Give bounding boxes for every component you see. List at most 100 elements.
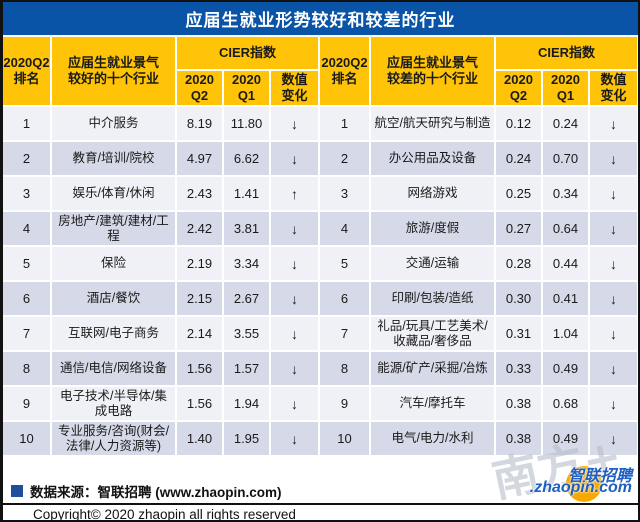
zhaopin-logo-name: 智联招聘: [567, 468, 632, 485]
change-cell: ↓: [590, 107, 637, 140]
header-q1-better: 2020 Q1: [224, 71, 269, 105]
rank-cell: 1: [320, 107, 369, 140]
rank-cell: 10: [3, 422, 50, 455]
q1-value-cell: 2.67: [224, 282, 269, 315]
q1-value-cell: 0.41: [543, 282, 588, 315]
q2-value-cell: 1.40: [177, 422, 222, 455]
footer-divider: [3, 503, 638, 505]
industry-cell: 办公用品及设备: [371, 142, 494, 175]
q2-value-cell: 0.31: [496, 317, 541, 350]
q2-value-cell: 0.28: [496, 247, 541, 280]
change-cell: ↓: [590, 142, 637, 175]
q2-value-cell: 0.38: [496, 387, 541, 420]
header-industry-better: 应届生就业景气 较好的十个行业: [52, 37, 175, 105]
change-cell: ↓: [590, 387, 637, 420]
change-cell: ↓: [271, 387, 318, 420]
data-table: 2020Q2 排名 应届生就业景气 较好的十个行业 CIER指数 2020 Q2…: [3, 37, 637, 455]
rank-cell: 5: [3, 247, 50, 280]
industry-cell: 房地产/建筑/建材/工程: [52, 212, 175, 245]
industry-cell: 汽车/摩托车: [371, 387, 494, 420]
data-source-line: 数据来源：智联招聘 (www.zhaopin.com): [11, 481, 638, 501]
q2-value-cell: 0.24: [496, 142, 541, 175]
q1-value-cell: 1.04: [543, 317, 588, 350]
q2-value-cell: 2.43: [177, 177, 222, 210]
q2-value-cell: 2.19: [177, 247, 222, 280]
change-cell: ↓: [271, 142, 318, 175]
q1-value-cell: 0.49: [543, 352, 588, 385]
rank-cell: 9: [3, 387, 50, 420]
q2-value-cell: 4.97: [177, 142, 222, 175]
header-rank-better: 2020Q2 排名: [3, 37, 50, 105]
change-cell: ↓: [271, 247, 318, 280]
q1-value-cell: 0.34: [543, 177, 588, 210]
zhaopin-sun-icon: [566, 466, 602, 502]
industry-cell: 娱乐/体育/休闲: [52, 177, 175, 210]
change-cell: ↓: [590, 422, 637, 455]
header-rank-worse: 2020Q2 排名: [320, 37, 369, 105]
q2-value-cell: 2.14: [177, 317, 222, 350]
rank-cell: 4: [320, 212, 369, 245]
q1-value-cell: 1.41: [224, 177, 269, 210]
rank-cell: 1: [3, 107, 50, 140]
rank-cell: 10: [320, 422, 369, 455]
header-q1-worse: 2020 Q1: [543, 71, 588, 105]
header-industry-worse: 应届生就业景气 较差的十个行业: [371, 37, 494, 105]
q2-value-cell: 0.27: [496, 212, 541, 245]
copyright-text: Copyright© 2020 zhaopin all rights reser…: [33, 507, 296, 522]
q2-value-cell: 2.42: [177, 212, 222, 245]
rank-cell: 6: [320, 282, 369, 315]
industry-cell: 交通/运输: [371, 247, 494, 280]
header-change-better: 数值 变化: [271, 71, 318, 105]
rank-cell: 6: [3, 282, 50, 315]
industry-cell: 专业服务/咨询(财会/法律/人力资源等): [52, 422, 175, 455]
rank-cell: 5: [320, 247, 369, 280]
q1-value-cell: 0.68: [543, 387, 588, 420]
industry-cell: 印刷/包装/造纸: [371, 282, 494, 315]
industry-cell: 网络游戏: [371, 177, 494, 210]
industry-cell: 电气/电力/水利: [371, 422, 494, 455]
change-cell: ↑: [271, 177, 318, 210]
industry-cell: 保险: [52, 247, 175, 280]
change-cell: ↓: [271, 212, 318, 245]
change-cell: ↓: [271, 352, 318, 385]
industry-cell: 礼品/玩具/工艺美术/收藏品/奢侈品: [371, 317, 494, 350]
change-cell: ↓: [590, 352, 637, 385]
q2-value-cell: 1.56: [177, 352, 222, 385]
page-title: 应届生就业形势较好和较差的行业: [3, 2, 638, 35]
q2-value-cell: 0.25: [496, 177, 541, 210]
q1-value-cell: 1.95: [224, 422, 269, 455]
header-q2-better: 2020 Q2: [177, 71, 222, 105]
q2-value-cell: 0.33: [496, 352, 541, 385]
industry-cell: 旅游/度假: [371, 212, 494, 245]
header-change-worse: 数值 变化: [590, 71, 637, 105]
change-cell: ↓: [271, 282, 318, 315]
industry-cell: 互联网/电子商务: [52, 317, 175, 350]
header-cier-better: CIER指数: [177, 37, 318, 69]
industry-cell: 教育/培训/院校: [52, 142, 175, 175]
q2-value-cell: 2.15: [177, 282, 222, 315]
q1-value-cell: 11.80: [224, 107, 269, 140]
q1-value-cell: 3.55: [224, 317, 269, 350]
source-text: 数据来源：智联招聘 (www.zhaopin.com): [30, 485, 282, 500]
industry-cell: 航空/航天研究与制造: [371, 107, 494, 140]
change-cell: ↓: [590, 247, 637, 280]
industry-cell: 电子技术/半导体/集成电路: [52, 387, 175, 420]
q1-value-cell: 0.44: [543, 247, 588, 280]
q1-value-cell: 0.24: [543, 107, 588, 140]
rank-cell: 7: [3, 317, 50, 350]
industry-cell: 能源/矿产/采掘/冶炼: [371, 352, 494, 385]
q1-value-cell: 3.34: [224, 247, 269, 280]
rank-cell: 8: [320, 352, 369, 385]
source-bullet-icon: [11, 485, 23, 497]
industry-cell: 通信/电信/网络设备: [52, 352, 175, 385]
rank-cell: 2: [3, 142, 50, 175]
change-cell: ↓: [590, 212, 637, 245]
q1-value-cell: 0.64: [543, 212, 588, 245]
industry-cell: 酒店/餐饮: [52, 282, 175, 315]
q1-value-cell: 0.70: [543, 142, 588, 175]
header-q2-worse: 2020 Q2: [496, 71, 541, 105]
industry-cell: 中介服务: [52, 107, 175, 140]
q2-value-cell: 1.56: [177, 387, 222, 420]
rank-cell: 7: [320, 317, 369, 350]
